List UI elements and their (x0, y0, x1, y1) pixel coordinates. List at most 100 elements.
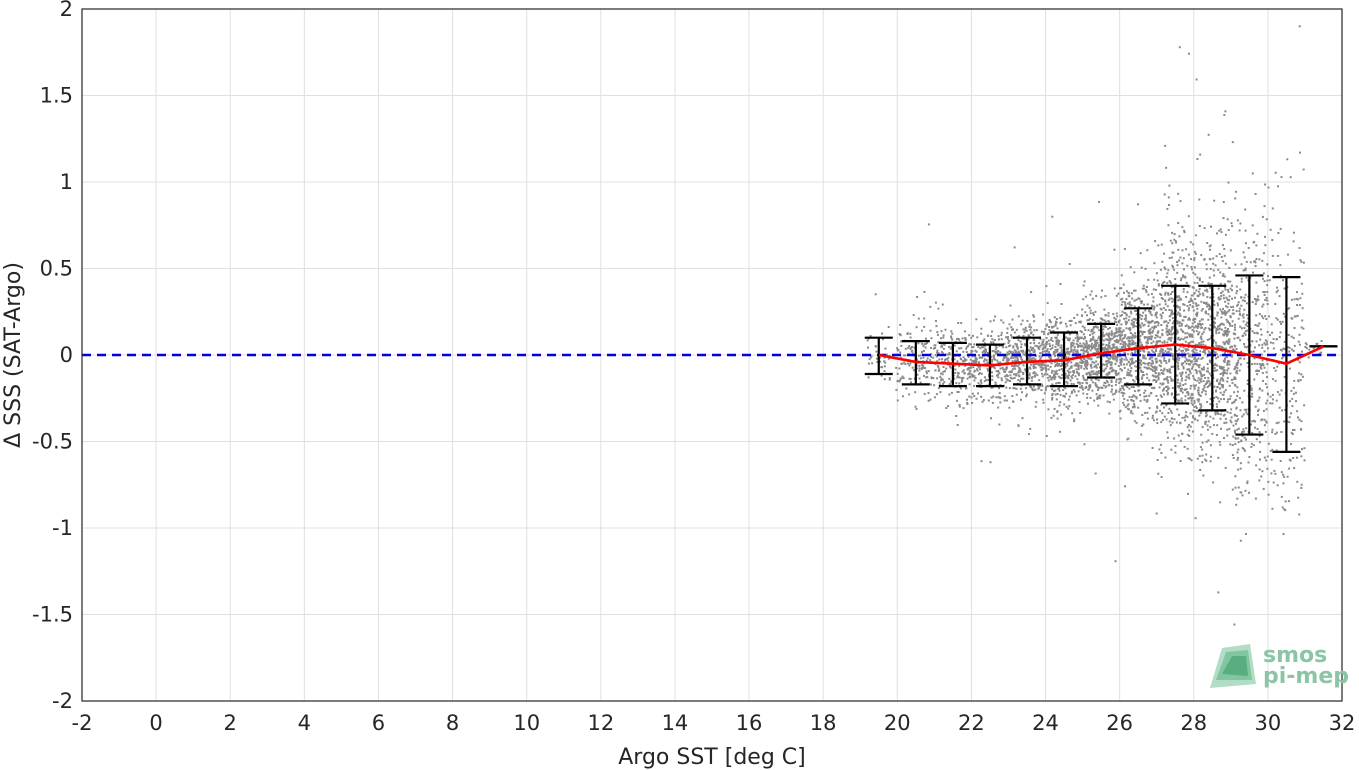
scatter-point (1040, 369, 1043, 372)
scatter-point (993, 354, 996, 357)
scatter-point (1104, 320, 1107, 323)
scatter-point (1150, 293, 1153, 295)
scatter-point (1191, 325, 1194, 328)
scatter-point (895, 388, 898, 391)
scatter-point (1017, 315, 1020, 318)
scatter-point (1295, 297, 1298, 300)
scatter-point (1067, 407, 1070, 410)
scatter-point (1228, 427, 1231, 430)
scatter-point (1100, 386, 1103, 389)
scatter-point (1009, 377, 1012, 380)
scatter-point (1276, 365, 1279, 368)
scatter-point (933, 344, 936, 347)
scatter-point (1205, 453, 1208, 456)
scatter-point (918, 364, 921, 367)
scatter-point (1057, 339, 1060, 342)
scatter-point (1117, 340, 1119, 343)
scatter-point (991, 371, 993, 374)
scatter-point (1255, 281, 1258, 284)
scatter-point (1248, 456, 1251, 458)
scatter-point (1237, 486, 1240, 489)
scatter-point (1116, 335, 1119, 338)
scatter-point (1063, 403, 1066, 406)
scatter-point (909, 336, 912, 339)
scatter-point (1264, 383, 1267, 385)
scatter-point (1071, 374, 1074, 377)
scatter-point (958, 405, 961, 408)
scatter-point (1052, 389, 1055, 392)
scatter-point (1320, 351, 1323, 354)
scatter-point (1235, 406, 1238, 409)
scatter-point (1152, 308, 1155, 311)
scatter-point (1098, 200, 1101, 203)
scatter-point (1183, 229, 1186, 232)
scatter-point (1098, 329, 1101, 332)
scatter-point (1240, 296, 1243, 299)
scatter-point (1114, 383, 1117, 386)
scatter-point (1102, 370, 1105, 373)
scatter-point (1233, 368, 1236, 371)
scatter-point (998, 387, 1000, 390)
scatter-point (995, 370, 998, 373)
scatter-point (1158, 364, 1161, 367)
scatter-point (1194, 362, 1197, 365)
scatter-point (1106, 360, 1109, 363)
scatter-point (1005, 399, 1008, 402)
scatter-point (1179, 460, 1182, 462)
scatter-point (896, 399, 899, 402)
scatter-point (1280, 495, 1283, 498)
scatter-point (1060, 413, 1063, 416)
scatter-point (1161, 334, 1164, 337)
scatter-point (1085, 386, 1088, 389)
scatter-point (1020, 398, 1022, 401)
scatter-point (904, 347, 907, 350)
scatter-point (1033, 349, 1036, 352)
y-tick-label: 1.5 (40, 84, 73, 108)
scatter-point (1284, 409, 1287, 411)
scatter-point (1257, 413, 1259, 416)
scatter-point (936, 360, 939, 363)
scatter-point (1183, 303, 1186, 306)
scatter-point (1197, 357, 1200, 360)
scatter-point (1186, 305, 1189, 307)
scatter-point (1038, 379, 1041, 382)
scatter-point (1187, 309, 1190, 312)
scatter-point (1157, 353, 1160, 356)
scatter-point (906, 333, 909, 335)
scatter-point (1067, 347, 1070, 350)
scatter-point (1240, 327, 1243, 330)
scatter-point (1073, 418, 1076, 421)
scatter-point (1098, 356, 1101, 359)
scatter-point (1223, 247, 1226, 250)
scatter-point (1276, 289, 1279, 292)
scatter-point (1053, 407, 1056, 410)
scatter-point (1154, 367, 1157, 370)
y-axis-label: Δ SSS (SAT-Argo) (1, 262, 26, 448)
scatter-point (1200, 309, 1203, 312)
scatter-point (1104, 348, 1107, 351)
scatter-point (1192, 350, 1195, 353)
scatter-point (1049, 348, 1052, 351)
scatter-point (1164, 456, 1167, 459)
scatter-point (1046, 323, 1048, 326)
scatter-point (1130, 343, 1133, 346)
scatter-point (1091, 332, 1094, 335)
y-tick-label: -0.5 (32, 430, 73, 454)
scatter-point (1181, 355, 1184, 358)
scatter-point (1069, 333, 1072, 336)
scatter-point (1203, 258, 1206, 261)
scatter-point (1152, 379, 1155, 382)
scatter-point (1290, 335, 1293, 338)
scatter-point (979, 379, 982, 382)
scatter-point (1159, 336, 1162, 339)
scatter-point (1039, 352, 1042, 355)
scatter-point (1233, 414, 1236, 417)
scatter-point (1059, 430, 1062, 433)
scatter-point (1197, 377, 1200, 380)
scatter-point (939, 391, 942, 394)
scatter-point (1153, 379, 1156, 381)
scatter-point (1196, 307, 1199, 310)
scatter-point (1127, 336, 1130, 339)
scatter-point (1300, 373, 1303, 376)
scatter-point (916, 373, 919, 376)
